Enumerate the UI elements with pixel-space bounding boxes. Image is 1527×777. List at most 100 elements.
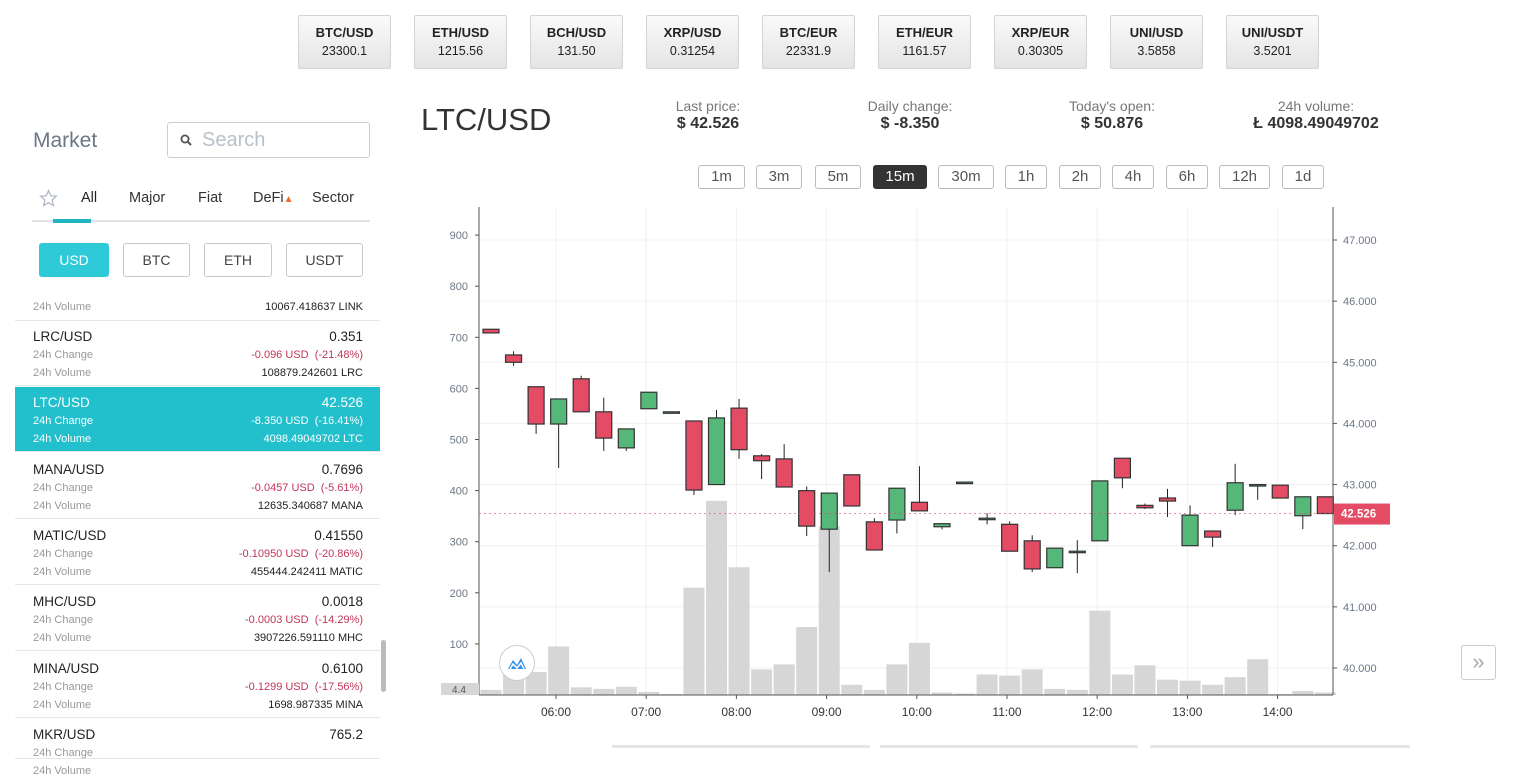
candle-body: [707, 417, 726, 486]
price-tick-label: 47.000: [1343, 235, 1377, 247]
tab-defi[interactable]: DeFi▲: [253, 190, 294, 206]
row-change: -0.096 USD (-21.48%): [251, 349, 363, 361]
row-price: 765.2: [329, 726, 363, 742]
star-icon[interactable]: [39, 189, 58, 208]
volume-bar: [480, 689, 502, 695]
volume-tick-label: 700: [450, 332, 468, 344]
row-volume: 1698.987335 MINA: [268, 698, 363, 711]
volume-bar: [908, 642, 930, 695]
volume-tick-label: 200: [450, 588, 468, 600]
stat-value: $ 50.876: [1080, 115, 1144, 132]
volume-bar: [570, 687, 592, 695]
timeframe-2h[interactable]: 2h: [1059, 165, 1101, 189]
ticker-eth-usd[interactable]: ETH/USD 1215.56: [414, 15, 507, 69]
row-price: 0.6100: [321, 660, 363, 676]
market-row-matic-usd[interactable]: MATIC/USD 0.41550 24h Change -0.10950 US…: [15, 520, 380, 585]
time-tick-label: 10:00: [902, 705, 932, 719]
tab-major[interactable]: Major: [129, 190, 166, 206]
bottom-tab[interactable]: [880, 745, 1138, 748]
volume-bar: [548, 646, 570, 695]
price-tick-label: 46.000: [1343, 296, 1377, 308]
market-row-partial[interactable]: 24h Volume 10067.418637 LINK: [15, 296, 380, 321]
candle-body: [955, 481, 974, 485]
price-chart[interactable]: 100 200 300 400 500 600 700 800 900 40.000 41.000 4…: [0, 0, 1527, 748]
timeframe-15m[interactable]: 15m: [873, 165, 927, 189]
price-tick-label: 42.000: [1343, 541, 1377, 553]
candle-body: [843, 474, 861, 507]
candle-body: [640, 391, 658, 410]
candle-body: [1113, 457, 1132, 479]
tab-fiat[interactable]: Fiat: [198, 190, 223, 206]
timeframe-5m[interactable]: 5m: [815, 165, 861, 189]
currency-btc-button[interactable]: BTC: [123, 243, 190, 277]
candle-body: [1136, 504, 1154, 509]
candle-body: [1226, 482, 1244, 511]
candle-body: [595, 411, 613, 439]
candle-body: [662, 411, 681, 414]
candle-body: [1249, 483, 1267, 487]
ticker-btc-usd[interactable]: BTC/USD 23300.1: [298, 15, 391, 69]
volume-bar: [863, 689, 885, 695]
candle-body: [775, 458, 793, 488]
candle-body: [910, 501, 929, 512]
ticker-xrp-usd[interactable]: XRP/USD 0.31254: [646, 15, 739, 69]
market-row-ltc-usd[interactable]: LTC/USD 42.526 24h Change -8.350 USD (-1…: [15, 387, 380, 453]
currency-usd-button[interactable]: USD: [39, 243, 109, 277]
row-change: -0.0003 USD (-14.29%): [245, 614, 363, 627]
market-row-mhc-usd[interactable]: MHC/USD 0.0018 24h Change -0.0003 USD (-…: [15, 586, 380, 652]
time-tick-label: 11:00: [992, 705, 1021, 719]
timeframe-1d[interactable]: 1d: [1282, 165, 1324, 189]
volume-bar: [1066, 689, 1088, 695]
timeframe-1m[interactable]: 1m: [698, 165, 745, 189]
timeframe-4h[interactable]: 4h: [1112, 165, 1154, 189]
currency-eth-button[interactable]: ETH: [204, 243, 272, 277]
ticker-pair: BCH/USD: [546, 25, 607, 40]
timeframe-12h[interactable]: 12h: [1219, 165, 1270, 189]
bottom-tab[interactable]: [612, 745, 870, 748]
ticker-uni-usdt[interactable]: UNI/USDT 3.5201: [1226, 15, 1319, 69]
fire-icon: ▲: [283, 194, 294, 205]
currency-usdt-button[interactable]: USDT: [286, 243, 363, 277]
ticker-uni-usd[interactable]: UNI/USD 3.5858: [1110, 15, 1203, 69]
timeframe-1h[interactable]: 1h: [1005, 165, 1047, 189]
market-row-mana-usd[interactable]: MANA/USD 0.7696 24h Change -0.0457 USD (…: [15, 454, 380, 519]
candle-body: [482, 328, 500, 334]
bottom-tab[interactable]: [1150, 745, 1410, 748]
row-change: -0.0457 USD (-5.61%): [251, 481, 363, 494]
market-row-mina-usd[interactable]: MINA/USD 0.6100 24h Change -0.1299 USD (…: [15, 653, 380, 718]
volume-bar: [1134, 665, 1156, 695]
row-volume: 12635.340687 MANA: [257, 499, 363, 512]
ticker-btc-eur[interactable]: BTC/EUR 22331.9: [762, 15, 855, 69]
search-box[interactable]: [167, 122, 370, 158]
candle-body: [820, 492, 838, 530]
row-change: -0.10950 USD (-20.86%): [238, 547, 363, 560]
tab-all[interactable]: All: [81, 190, 98, 206]
market-tabs: All Major Fiat DeFi▲ Sector: [32, 186, 370, 223]
timeframe-6h[interactable]: 6h: [1166, 165, 1208, 189]
volume-bar: [1157, 679, 1178, 695]
market-row-lrc-usd[interactable]: LRC/USD 0.351 24h Change -0.096 USD (-21…: [15, 321, 380, 386]
timeframe-3m[interactable]: 3m: [756, 165, 802, 189]
ticker-bch-usd[interactable]: BCH/USD 131.50: [530, 15, 623, 69]
chart-logo-button[interactable]: [499, 645, 535, 681]
ticker-pair: UNI/USDT: [1241, 25, 1304, 40]
time-tick-label: 12:00: [1082, 705, 1112, 719]
ticker-eth-eur[interactable]: ETH/EUR 1161.57: [878, 15, 971, 69]
ticker-xrp-eur[interactable]: XRP/EUR 0.30305: [994, 15, 1087, 69]
time-tick-label: 07:00: [631, 705, 661, 719]
candle-body: [752, 455, 771, 462]
candle-body: [685, 420, 703, 491]
expand-panel-button[interactable]: »: [1461, 645, 1496, 680]
volume-bar: [728, 567, 750, 695]
volume-bar: [1202, 684, 1224, 695]
volume-bar: [525, 672, 547, 695]
tab-sector[interactable]: Sector: [312, 190, 354, 206]
volume-label: 24h Volume: [33, 301, 92, 313]
timeframe-30m[interactable]: 30m: [938, 165, 994, 189]
volume-tick-label: 600: [450, 383, 468, 395]
volume-bar: [931, 692, 953, 695]
sidebar-scrollbar[interactable]: [381, 640, 386, 692]
change-label: 24h Change: [33, 349, 93, 361]
row-volume: 455444.242411 MATIC: [250, 565, 363, 578]
search-input[interactable]: [202, 128, 362, 152]
